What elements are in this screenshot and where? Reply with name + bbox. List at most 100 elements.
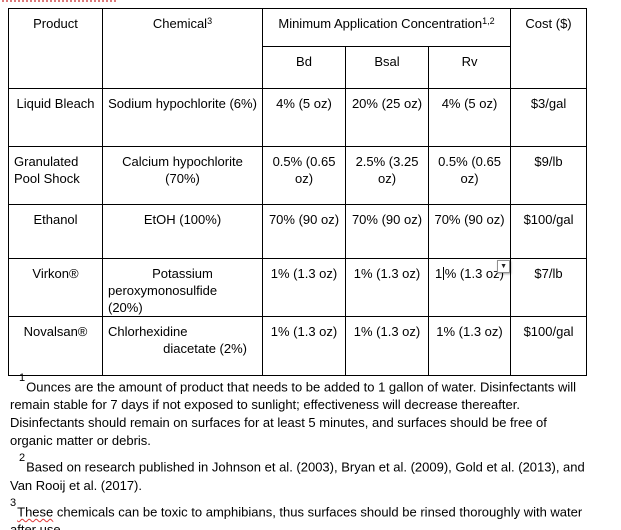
cell-bsal[interactable]: 70% (90 oz) (345, 204, 429, 259)
cell-rv[interactable]: 70% (90 oz) (427, 204, 512, 259)
footnotes-section: 1Ounces are the amount of product that n… (10, 372, 610, 530)
text-cursor (442, 267, 445, 280)
cell-text: 1% (1.3 oz) (436, 324, 503, 339)
col-header-bd-label: Bd (296, 54, 312, 69)
cell-bd[interactable]: 1% (1.3 oz) (262, 316, 346, 376)
autocorrect-options-icon[interactable]: ▼ (497, 260, 511, 273)
col-header-chemical[interactable]: Chemical3 (102, 8, 263, 89)
footnote-line[interactable]: organic matter or debris. (10, 432, 610, 450)
footnote-text: Based on research published in Johnson e… (26, 459, 585, 475)
col-header-product-label: Product (33, 16, 78, 31)
cell-product[interactable]: Virkon® (8, 258, 103, 317)
cell-product[interactable]: Ethanol (8, 204, 103, 259)
col-header-bd[interactable]: Bd (262, 46, 346, 89)
table-row-liquid-bleach: Liquid Bleach Sodium hypochlorite (6%) 4… (8, 88, 588, 147)
footnote-line[interactable]: after use. (10, 521, 610, 530)
cell-text: Potassium (152, 266, 213, 281)
cell-bd[interactable]: 1% (1.3 oz) (262, 258, 346, 317)
col-header-cost-label: Cost ($) (525, 16, 572, 31)
cell-bd[interactable]: 0.5% (0.65 oz) (262, 146, 346, 205)
cell-text: EtOH (100%) (143, 212, 222, 227)
cell-text: diacetate (2%) (163, 341, 247, 356)
col-header-concentration[interactable]: Minimum Application Concentration1,2 (261, 8, 512, 47)
concentration-footnote-ref: 1,2 (482, 16, 495, 26)
cell-text: 1 (435, 266, 443, 281)
footnote-line[interactable]: Disinfectants should remain on surfaces … (10, 414, 610, 432)
footnote-marker: 3 (10, 496, 17, 509)
cell-text: $7/lb (534, 266, 563, 281)
misspelled-word: These (17, 503, 54, 519)
cell-bsal[interactable]: 2.5% (3.25 oz) (345, 146, 429, 205)
col-header-product[interactable]: Product (8, 8, 103, 89)
cell-text: 1% (1.3 oz) (270, 266, 338, 281)
footnote-line[interactable]: 2Based on research published in Johnson … (19, 452, 610, 476)
cell-text: 1% (1.3 oz) (270, 324, 338, 339)
cell-text: 4% (5 oz) (441, 96, 498, 111)
cell-rv[interactable]: 0.5% (0.65 oz) (427, 146, 512, 205)
cell-rv[interactable]: 1% (1.3 oz) (427, 316, 512, 376)
cell-text: $3/gal (530, 96, 567, 111)
cell-text: Liquid Bleach (16, 96, 95, 111)
cell-text: Pool Shock (14, 171, 80, 186)
cell-bsal[interactable]: 1% (1.3 oz) (345, 258, 429, 317)
cell-cost[interactable]: $100/gal (510, 316, 588, 376)
cell-text: Chlorhexidine (108, 324, 188, 339)
col-header-rv-label: Rv (461, 54, 478, 69)
cell-bsal[interactable]: 20% (25 oz) (345, 88, 429, 147)
col-header-bsal[interactable]: Bsal (345, 46, 429, 89)
chevron-down-icon: ▼ (500, 263, 507, 270)
cell-text: $9/lb (534, 154, 563, 169)
cell-text: Calcium hypochlorite (122, 154, 243, 169)
cell-bd[interactable]: 4% (5 oz) (262, 88, 346, 147)
cell-text: oz) (460, 171, 479, 186)
cell-product[interactable]: Granulated Pool Shock (8, 146, 103, 205)
cell-text: $100/gal (523, 324, 574, 339)
footnote-marker: 2 (19, 452, 26, 465)
cell-chemical[interactable]: Sodium hypochlorite (6%) (102, 88, 263, 147)
col-header-concentration-label: Minimum Application Concentration (278, 16, 483, 31)
cell-cost[interactable]: $3/gal (510, 88, 588, 147)
cell-chemical[interactable]: Calcium hypochlorite (70%) (102, 146, 263, 205)
footnote-text: remain stable for 7 days if not exposed … (10, 397, 520, 413)
cell-chemical[interactable]: Chlorhexidine diacetate (2%) (102, 316, 263, 376)
cell-chemical[interactable]: EtOH (100%) (102, 204, 263, 259)
cell-text: peroxymonosulfide (108, 283, 218, 298)
cell-text: Sodium hypochlorite (6%) (108, 96, 257, 111)
footnote-line[interactable]: Van Rooij et al. (2017). (10, 477, 610, 495)
footnote-text: chemicals can be toxic to amphibians, th… (53, 503, 583, 519)
cell-text: 4% (5 oz) (276, 96, 332, 111)
cell-rv[interactable]: 4% (5 oz) (427, 88, 512, 147)
cell-product[interactable]: Novalsan® (8, 316, 103, 376)
col-header-chemical-label: Chemical (152, 16, 208, 31)
tracked-change-marker (2, 0, 116, 2)
col-header-rv[interactable]: Rv (427, 46, 512, 89)
cell-product[interactable]: Liquid Bleach (8, 88, 103, 147)
cell-cost[interactable]: $7/lb (510, 258, 588, 317)
cell-cost[interactable]: $100/gal (510, 204, 588, 259)
header-row-1: Product Chemical3 Minimum Application Co… (8, 8, 588, 89)
cell-text: (70%) (165, 171, 200, 186)
cell-text: 0.5% (0.65 (272, 154, 336, 169)
cell-text: 70% (90 oz) (434, 212, 505, 227)
table-row-novalsan: Novalsan® Chlorhexidine diacetate (2%) 1… (8, 316, 588, 376)
footnote-line[interactable]: 1Ounces are the amount of product that n… (19, 372, 610, 396)
footnote-text: after use. (10, 521, 65, 530)
cell-bsal[interactable]: 1% (1.3 oz) (345, 316, 429, 376)
table-row-pool-shock: Granulated Pool Shock Calcium hypochlori… (8, 146, 588, 205)
cell-text: $100/gal (523, 212, 574, 227)
footnote-text: Ounces are the amount of product that ne… (26, 379, 577, 395)
cell-cost[interactable]: $9/lb (510, 146, 588, 205)
footnote-line[interactable]: remain stable for 7 days if not exposed … (10, 396, 610, 414)
cell-text: 70% (90 oz) (351, 212, 423, 227)
cell-chemical[interactable]: Potassium peroxymonosulfide (20%) (102, 258, 263, 317)
cell-rv-editing[interactable]: 1% (1.3 oz) ▼ (427, 258, 512, 317)
table-row-ethanol: Ethanol EtOH (100%) 70% (90 oz) 70% (90 … (8, 204, 588, 259)
cell-bd[interactable]: 70% (90 oz) (262, 204, 346, 259)
footnote-marker: 1 (19, 372, 26, 384)
cell-text: Virkon® (32, 266, 79, 281)
footnote-2: 2Based on research published in Johnson … (10, 452, 610, 495)
footnote-line[interactable]: 3These chemicals can be toxic to amphibi… (10, 496, 610, 521)
col-header-cost[interactable]: Cost ($) (510, 8, 588, 89)
cell-text: 1% (1.3 oz) (353, 266, 421, 281)
